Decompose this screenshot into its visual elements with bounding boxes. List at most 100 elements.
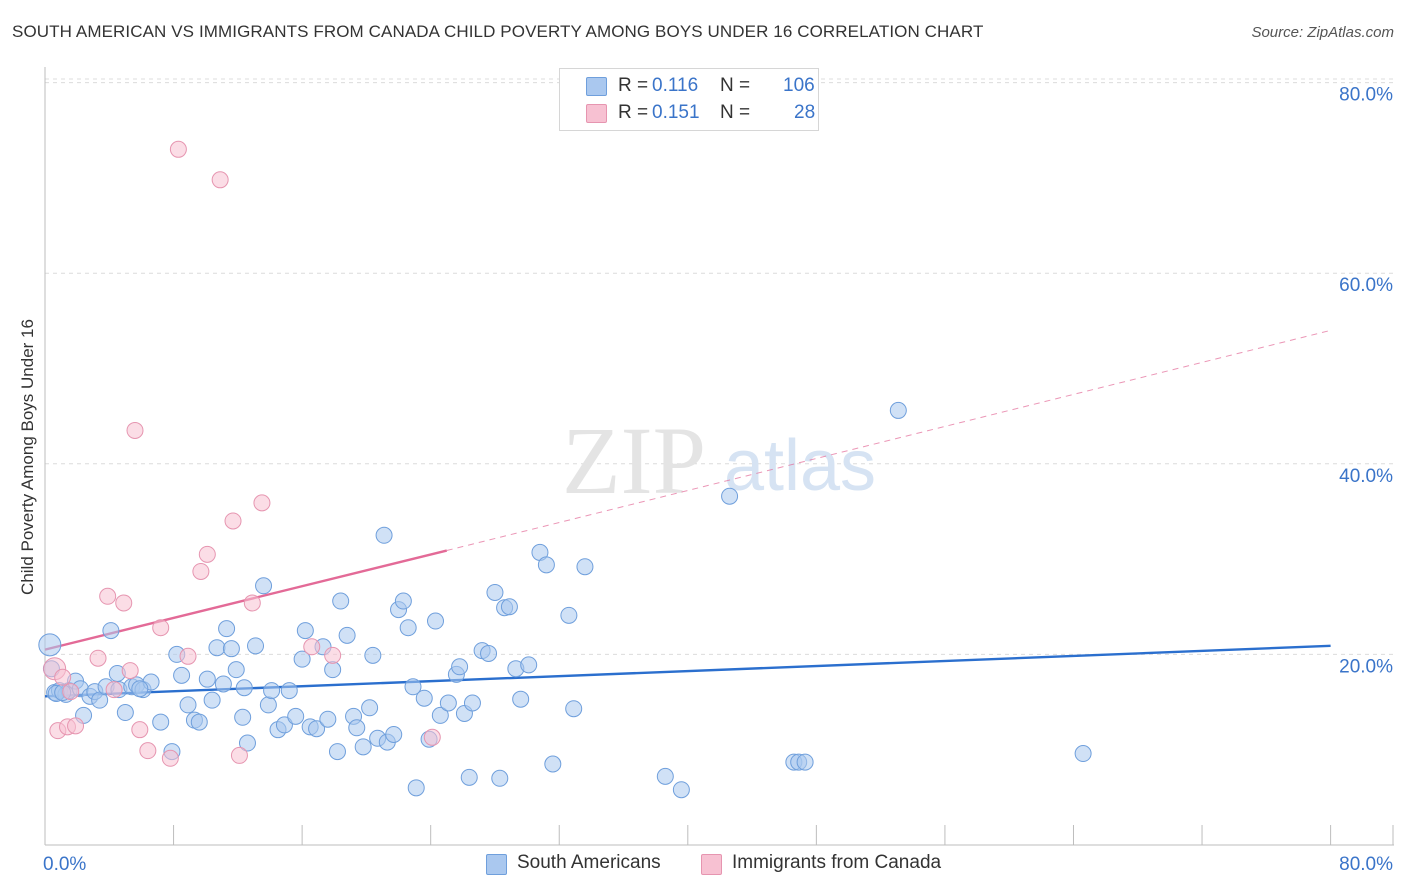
point-immigrants-canada: [198, 545, 216, 563]
point-immigrants-canada: [161, 749, 179, 767]
point-south-americans: [486, 583, 504, 601]
legend-r-label: R =: [618, 102, 649, 123]
point-south-americans: [565, 700, 583, 718]
point-south-americans: [672, 781, 690, 799]
point-south-americans: [491, 769, 509, 787]
point-south-americans: [721, 487, 739, 505]
point-south-americans: [338, 626, 356, 644]
point-south-americans: [361, 699, 379, 717]
point-immigrants-canada: [139, 742, 157, 760]
point-south-americans: [460, 768, 478, 786]
series-label: Immigrants from Canada: [732, 852, 942, 873]
point-south-americans: [179, 696, 197, 714]
point-south-americans: [218, 620, 236, 638]
point-south-americans: [520, 656, 538, 674]
legend-r-label: R =: [618, 75, 649, 96]
point-south-americans: [190, 713, 208, 731]
point-south-americans: [451, 658, 469, 676]
point-south-americans: [259, 696, 277, 714]
point-south-americans: [275, 716, 293, 734]
x-tick-label: 80.0%: [1339, 854, 1393, 875]
point-south-americans: [293, 650, 311, 668]
legend-n-label: N =: [720, 75, 751, 96]
series-swatch-blue: [486, 854, 507, 875]
point-south-americans: [375, 526, 393, 544]
grid-layer: [45, 78, 1394, 655]
legend-n-value: 106: [783, 75, 815, 96]
y-tick-label: 60.0%: [1339, 275, 1393, 296]
point-south-americans: [439, 694, 457, 712]
point-south-americans: [227, 661, 245, 679]
point-south-americans: [308, 720, 326, 738]
trend-line-south-americans: [44, 644, 1331, 698]
source-label: Source: ZipAtlas.com: [1251, 24, 1394, 41]
point-immigrants-canada: [131, 721, 149, 739]
point-south-americans: [399, 619, 417, 637]
point-immigrants-canada: [423, 728, 441, 746]
y-tick-label: 40.0%: [1339, 466, 1393, 487]
point-south-americans: [198, 670, 216, 688]
point-immigrants-canada: [179, 647, 197, 665]
point-south-americans: [287, 707, 305, 725]
point-immigrants-canada: [192, 562, 210, 580]
point-south-americans: [1074, 745, 1092, 763]
point-south-americans: [38, 633, 62, 657]
point-south-americans: [576, 558, 594, 576]
legend-r-value: 0.116: [652, 75, 699, 96]
legend-n-value: 28: [794, 102, 816, 123]
point-immigrants-canada: [89, 649, 107, 667]
point-south-americans: [203, 691, 221, 709]
point-south-americans: [319, 710, 337, 728]
point-immigrants-canada: [67, 717, 85, 735]
tick-label-layer: 20.0% 40.0% 60.0% 80.0% 0.0% 80.0%: [43, 85, 1393, 875]
watermark-zip: ZIP: [562, 407, 706, 514]
point-immigrants-canada: [126, 421, 144, 439]
point-south-americans: [656, 767, 674, 785]
y-tick-label: 20.0%: [1339, 656, 1393, 677]
point-south-americans: [463, 694, 481, 712]
point-south-americans: [332, 592, 350, 610]
point-south-americans: [208, 639, 226, 657]
trend-extension-immigrants-canada: [446, 329, 1331, 552]
point-immigrants-canada: [121, 662, 139, 680]
point-immigrants-canada: [230, 746, 248, 764]
point-immigrants-canada: [243, 594, 261, 612]
point-south-americans: [152, 713, 170, 731]
point-immigrants-canada: [99, 587, 117, 605]
point-immigrants-canada: [224, 512, 242, 530]
point-immigrants-canada: [152, 619, 170, 637]
point-immigrants-canada: [105, 681, 123, 699]
point-south-americans: [364, 646, 382, 664]
point-south-americans: [214, 675, 232, 693]
point-south-americans: [234, 708, 252, 726]
watermark-atlas: atlas: [724, 426, 876, 506]
point-south-americans: [404, 678, 422, 696]
series-swatch-pink: [701, 854, 722, 875]
point-south-americans: [235, 679, 253, 697]
point-south-americans: [116, 704, 134, 722]
point-south-americans: [255, 577, 273, 595]
point-south-americans: [544, 755, 562, 773]
point-south-americans: [263, 682, 281, 700]
watermark: ZIP atlas: [562, 407, 876, 514]
point-south-americans: [222, 640, 240, 658]
point-immigrants-canada: [115, 594, 133, 612]
point-south-americans: [296, 622, 314, 640]
point-immigrants-canada: [169, 140, 187, 158]
series-label: South Americans: [517, 852, 661, 873]
point-south-americans: [247, 637, 265, 655]
x-tick-label: 0.0%: [43, 854, 86, 875]
point-immigrants-canada: [303, 638, 321, 656]
point-south-americans: [415, 689, 433, 707]
point-south-americans: [889, 401, 907, 419]
legend-swatch-pink: [586, 104, 607, 123]
point-immigrants-canada: [62, 683, 80, 701]
point-south-americans: [500, 598, 518, 616]
point-immigrants-canada: [54, 668, 72, 686]
legend-swatch-blue: [586, 77, 607, 96]
legend-r-value: 0.151: [652, 102, 700, 123]
axis-layer: [44, 67, 1394, 846]
y-tick-label: 80.0%: [1339, 85, 1393, 106]
point-south-americans: [560, 606, 578, 624]
